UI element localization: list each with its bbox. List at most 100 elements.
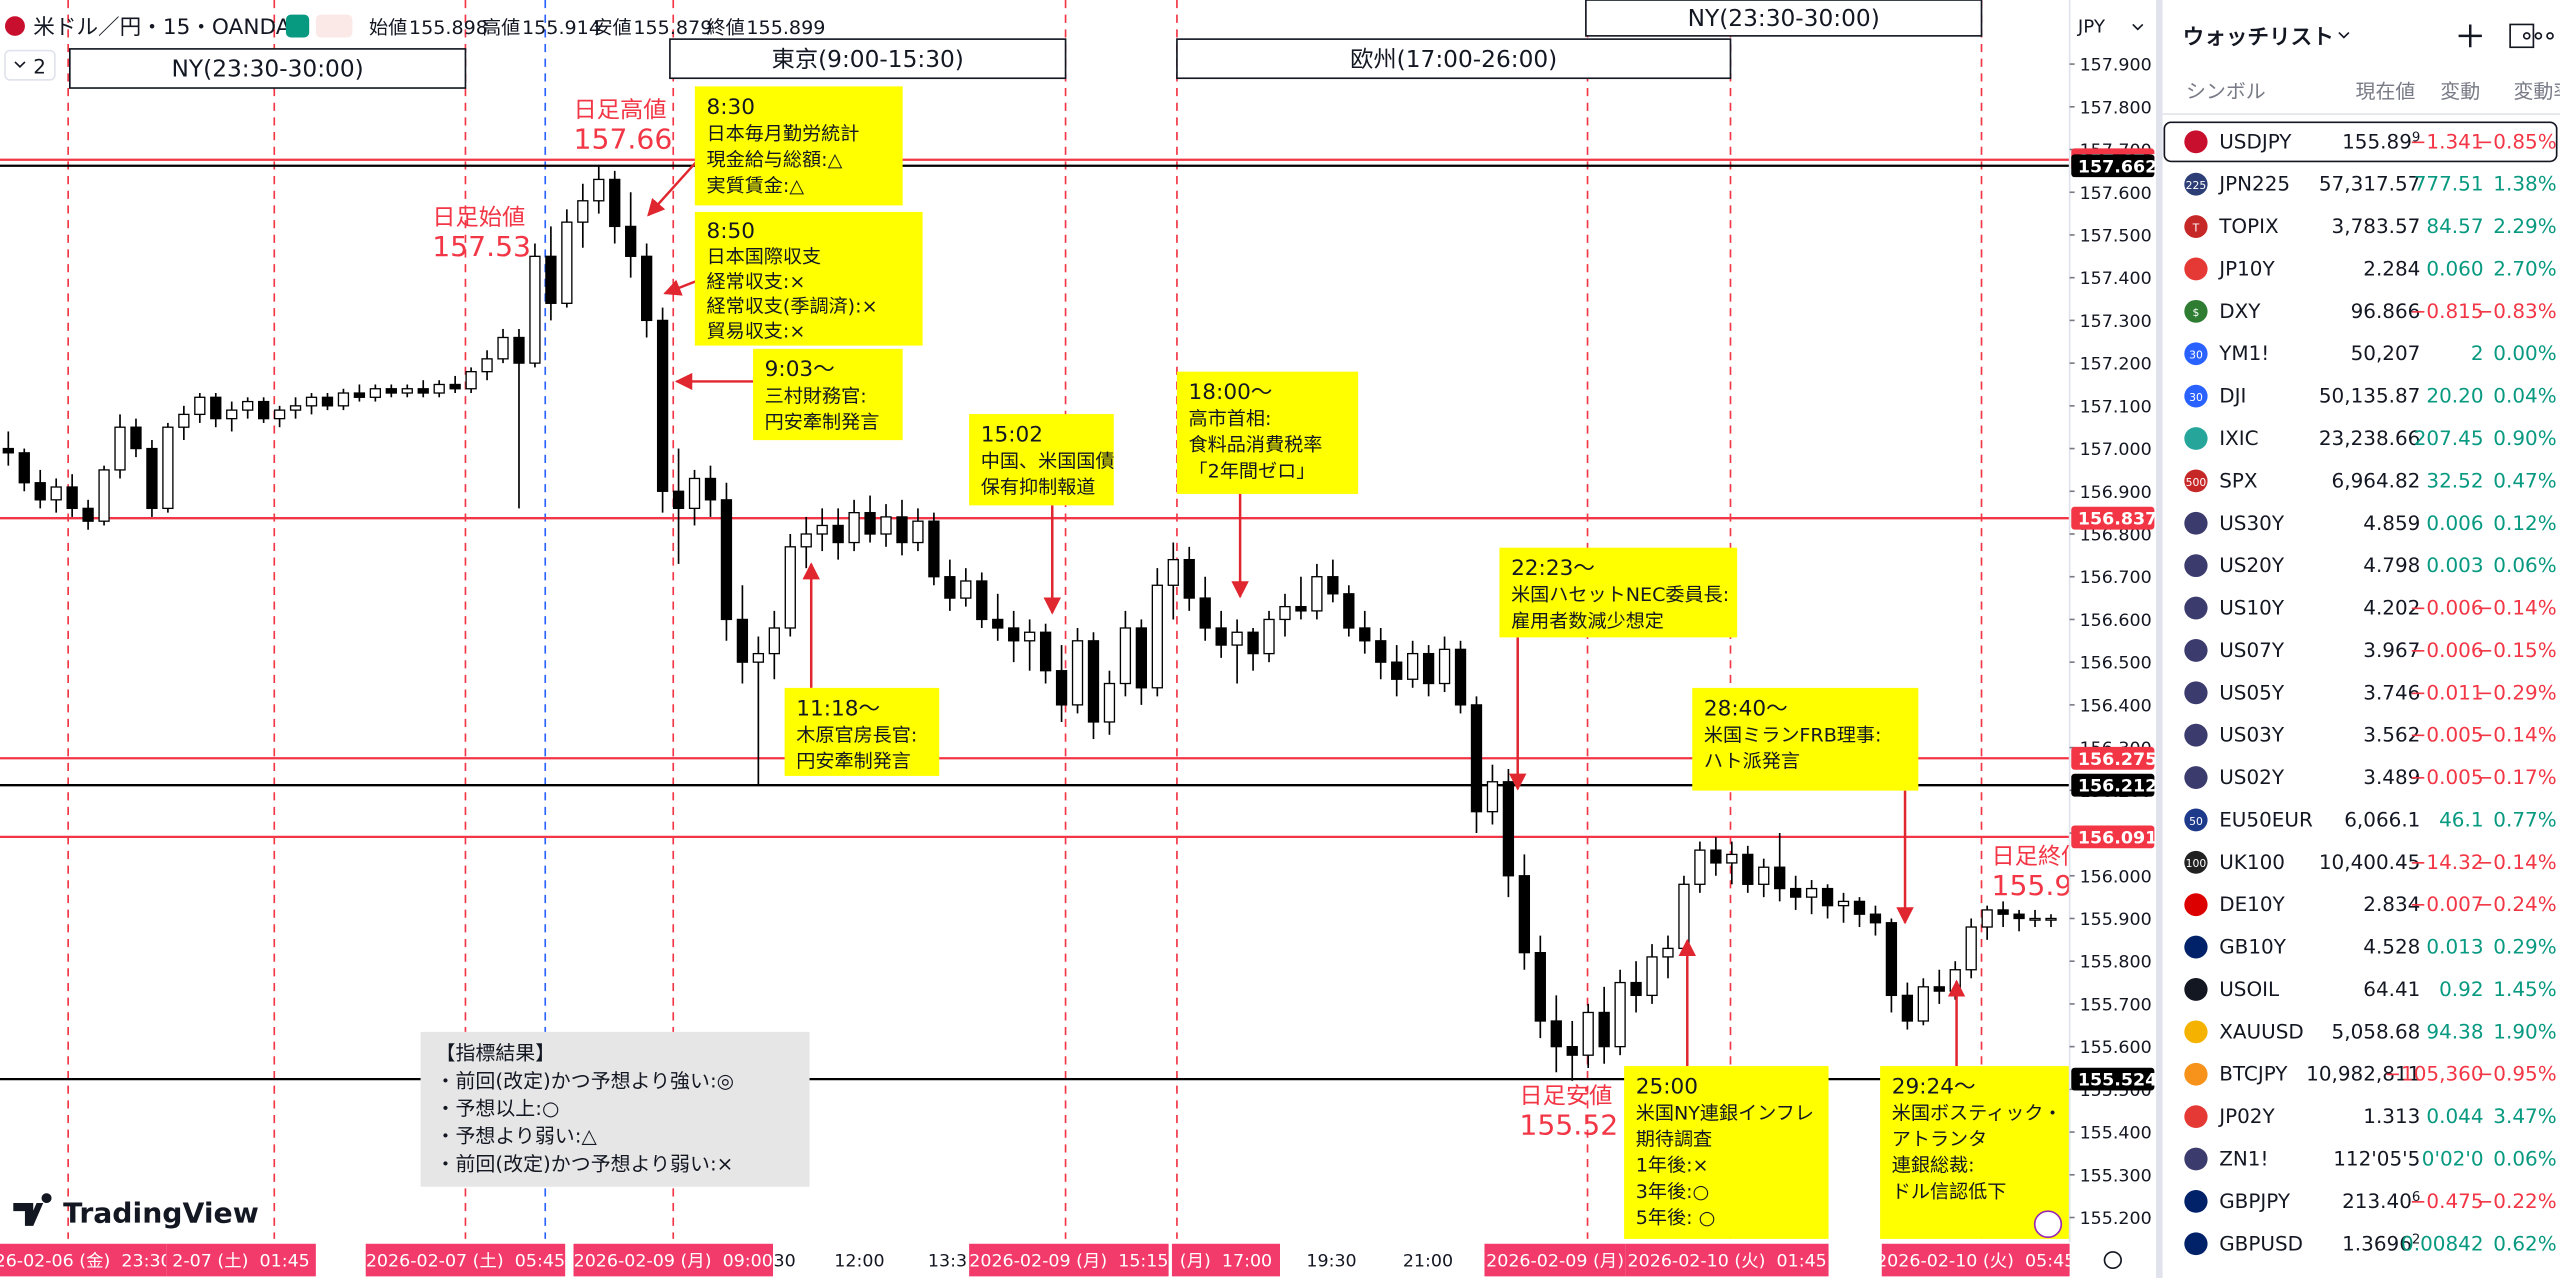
change: 0.044: [2426, 1105, 2483, 1128]
candle-body: [273, 409, 286, 420]
annotation-text: 高市首相:: [1189, 408, 1272, 430]
ohlc-value: 155.898: [409, 17, 488, 39]
symbol[interactable]: TOPIX: [2218, 215, 2278, 238]
layout-icon[interactable]: [2509, 23, 2535, 49]
symbol[interactable]: JP02Y: [2217, 1105, 2275, 1128]
price-sup: 6: [2412, 1190, 2420, 1205]
price: 3.967: [2363, 639, 2420, 662]
time-highlight: [1625, 1243, 1829, 1277]
change-percent: −0.95%: [2477, 1063, 2557, 1086]
candle-body: [1486, 781, 1499, 813]
price: 5,058.68: [2332, 1021, 2421, 1044]
symbol-icon: [2184, 893, 2208, 917]
change-percent: 0.29%: [2493, 936, 2556, 959]
candle-body: [688, 477, 701, 510]
symbol[interactable]: JPN225: [2217, 173, 2290, 196]
symbol[interactable]: US03Y: [2219, 724, 2285, 747]
y-tick-label: 157.000: [2080, 440, 2152, 460]
annotation-text: 25:00: [1636, 1075, 1698, 1100]
symbol-icon-text: 100: [2186, 857, 2207, 870]
y-tick-label: 155.300: [2080, 1166, 2152, 1186]
symbol[interactable]: JP10Y: [2217, 258, 2275, 281]
currency-label: JPY: [2077, 17, 2106, 38]
y-tick-label: 155.200: [2080, 1209, 2152, 1229]
marker-title: 日足高値: [574, 98, 667, 124]
symbol-icon: [2184, 935, 2208, 959]
symbol[interactable]: UK100: [2219, 851, 2285, 874]
watchlist-title: ウォッチリスト: [2183, 25, 2334, 50]
symbol[interactable]: YM1!: [2218, 342, 2269, 365]
candle-body: [1039, 631, 1052, 672]
change-percent: −0.24%: [2477, 893, 2557, 916]
price-main: 3.489: [2363, 766, 2420, 789]
add-icon[interactable]: [2458, 24, 2482, 48]
symbol[interactable]: USOIL: [2219, 978, 2279, 1001]
annotation-arrow: [663, 279, 699, 296]
candle-body: [305, 396, 318, 407]
pane-button-label: 2: [33, 56, 46, 79]
symbol[interactable]: US05Y: [2219, 681, 2285, 704]
symbol-icon: [2184, 130, 2208, 154]
candle-body: [1119, 627, 1132, 685]
symbol-icon: [2184, 215, 2208, 238]
candle-body: [1071, 640, 1084, 706]
price-line-badge: [2071, 154, 2155, 178]
change-percent: 1.45%: [2493, 978, 2556, 1001]
symbol-icon: [2184, 427, 2208, 450]
change-percent: −0.85%: [2477, 131, 2557, 154]
price-main: 5,058.68: [2332, 1021, 2421, 1044]
symbol[interactable]: SPX: [2219, 470, 2257, 493]
change-percent: 2.29%: [2493, 215, 2556, 238]
price: 3.746: [2363, 681, 2420, 704]
price-line-label: 156.275: [2078, 750, 2157, 770]
symbol[interactable]: USDJPY: [2219, 131, 2292, 154]
symbol[interactable]: DE10Y: [2219, 893, 2285, 916]
change: 0.92: [2439, 978, 2483, 1001]
annotation-box: [1499, 547, 1738, 638]
candle-body: [210, 396, 222, 420]
change-percent: 0.77%: [2493, 809, 2556, 832]
price: 112'05'5: [2333, 1148, 2420, 1171]
symbol[interactable]: US10Y: [2219, 597, 2285, 620]
symbol[interactable]: BTCJPY: [2219, 1063, 2288, 1086]
candle-body: [880, 516, 892, 535]
price: 6,066.1: [2344, 809, 2420, 832]
symbol[interactable]: ZN1!: [2219, 1148, 2268, 1171]
legend-text: ・予想以上:○: [436, 1097, 560, 1120]
price-main: 6,066.1: [2344, 809, 2420, 832]
annotation-box: [1692, 687, 1919, 791]
y-tick-label: 155.600: [2080, 1038, 2152, 1058]
symbol[interactable]: EU50EUR: [2219, 809, 2313, 832]
more-icon: [2534, 32, 2543, 40]
annotation-text: 「2年間ゼロ」: [1189, 460, 1316, 482]
symbol[interactable]: US20Y: [2219, 554, 2285, 577]
symbol[interactable]: XAUUSD: [2219, 1021, 2304, 1044]
candle-body: [1311, 576, 1323, 612]
time-label: 19:30: [1306, 1252, 1356, 1272]
change-percent: 0.04%: [2493, 385, 2556, 408]
candle-body: [369, 388, 382, 398]
symbol[interactable]: DJI: [2219, 385, 2246, 408]
symbol[interactable]: US30Y: [2219, 512, 2285, 535]
candle-body: [2013, 913, 2025, 920]
annotation-text: 1年後:×: [1636, 1155, 1709, 1177]
selected-row[interactable]: [2163, 121, 2558, 163]
candle-body: [1008, 627, 1020, 642]
pane-button[interactable]: [4, 49, 56, 81]
symbol[interactable]: GB10Y: [2219, 936, 2287, 959]
symbol[interactable]: GBPUSD: [2219, 1232, 2303, 1255]
symbol[interactable]: DXY: [2219, 300, 2261, 323]
annotation-text: 実質賃金:△: [706, 175, 804, 197]
legend-text: ・前回(改定)かつ予想より強い:◎: [436, 1069, 735, 1092]
change: −0.011: [2410, 681, 2484, 704]
symbol-title: 米ドル／円・15・OANDA: [33, 15, 291, 40]
annotation-text: ハト派発言: [1704, 751, 1800, 773]
symbol[interactable]: GBPJPY: [2219, 1190, 2291, 1213]
symbol[interactable]: US07Y: [2219, 639, 2285, 662]
symbol[interactable]: IXIC: [2219, 427, 2258, 450]
session-box: [1176, 38, 1732, 80]
candle-body: [1614, 981, 1626, 1048]
symbol[interactable]: US02Y: [2219, 766, 2285, 789]
candle-body: [992, 618, 1004, 629]
